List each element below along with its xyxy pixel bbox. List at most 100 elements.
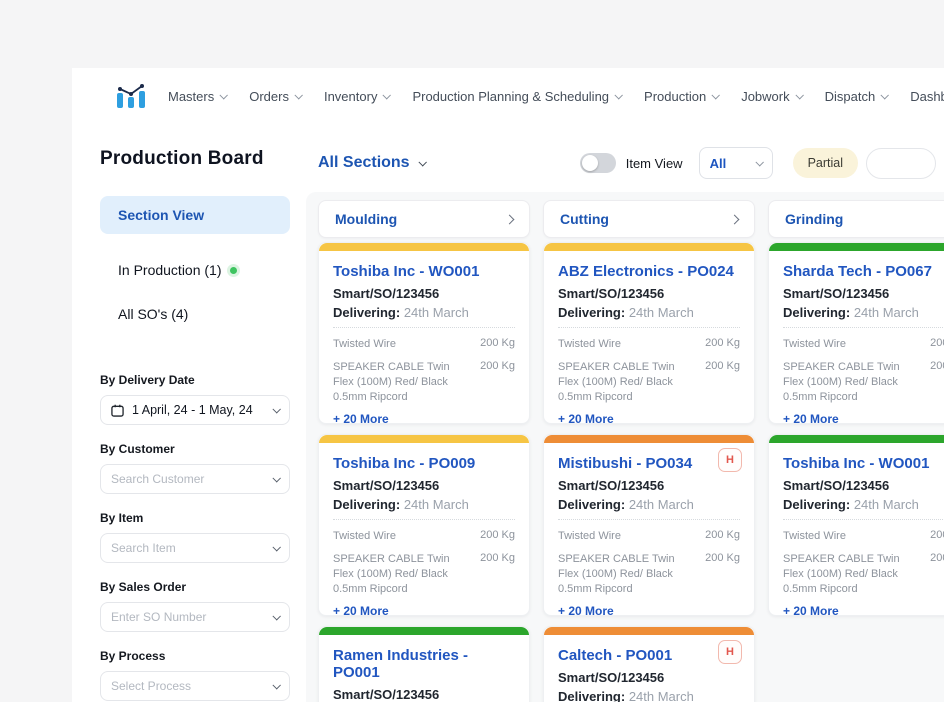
card-item-row: SPEAKER CABLE Twin Flex (100M) Red/ Blac… <box>558 360 740 405</box>
more-items-link[interactable]: + 20 More <box>558 412 614 424</box>
more-items-link[interactable]: + 20 More <box>333 412 389 424</box>
chevron-down-icon <box>272 681 281 690</box>
card-title[interactable]: Toshiba Inc - PO009 <box>333 455 476 472</box>
nav-item-dispatch[interactable]: Dispatch <box>825 89 890 104</box>
nav-item-inventory[interactable]: Inventory <box>324 89 392 104</box>
card-body: Toshiba Inc - WO001 Smart/SO/123456 Deli… <box>769 443 944 616</box>
column-title: Grinding <box>785 211 844 227</box>
section-selector[interactable]: All Sections <box>318 154 427 172</box>
sidebar-filters: By Delivery Date 1 April, 24 - 1 May, 24… <box>100 373 290 702</box>
item-qty: 200 Kg <box>480 551 515 564</box>
item-search-input[interactable] <box>111 541 265 555</box>
process-select[interactable] <box>100 671 290 701</box>
divider <box>783 519 944 520</box>
delivering-value: 24th March <box>628 497 694 512</box>
view-filter-value: All <box>709 155 727 171</box>
card-title[interactable]: Ramen Industries - PO001 <box>333 647 469 681</box>
divider <box>333 519 515 520</box>
item-qty: 200 Kg <box>930 551 944 564</box>
chevron-down-icon <box>711 91 721 100</box>
nav-item-jobwork[interactable]: Jobwork <box>741 89 804 104</box>
filter-customer: By Customer <box>100 442 290 494</box>
filter-label: By Process <box>100 649 166 663</box>
sidebar-item-section-view[interactable]: Section View <box>100 196 290 234</box>
item-qty: 200 Kg <box>930 337 944 349</box>
card-body: ABZ Electronics - PO024 Smart/SO/123456 … <box>544 251 754 424</box>
delivering-value: 24th March <box>403 305 469 320</box>
item-qty: 200 Kg <box>930 529 944 541</box>
more-items-link[interactable]: + 20 More <box>333 604 389 616</box>
work-order-card[interactable]: Toshiba Inc - WO001 Smart/SO/123456 Deli… <box>318 242 530 424</box>
card-item-row: SPEAKER CABLE Twin Flex (100M) Red/ Blac… <box>333 360 515 405</box>
more-items-link[interactable]: + 20 More <box>783 412 839 424</box>
column-header[interactable]: Cutting <box>543 200 755 238</box>
item-qty: 200 Kg <box>705 551 740 564</box>
card-title[interactable]: ABZ Electronics - PO024 <box>558 263 734 280</box>
item-name: SPEAKER CABLE Twin Flex (100M) Red/ Blac… <box>783 360 900 403</box>
work-order-card[interactable]: H Caltech - PO001 Smart/SO/123456 Delive… <box>543 626 755 702</box>
card-item-row: SPEAKER CABLE Twin Flex (100M) Red/ Blac… <box>783 552 944 597</box>
item-name: Twisted Wire <box>558 338 621 350</box>
card-title[interactable]: Toshiba Inc - WO001 <box>333 263 480 280</box>
nav-item-production-planning[interactable]: Production Planning & Scheduling <box>412 89 623 104</box>
column-title: Cutting <box>560 211 609 227</box>
item-name: Twisted Wire <box>333 338 396 350</box>
card-item-row: Twisted Wire 200 Kg <box>558 529 740 544</box>
sidebar-item-all-sos[interactable]: All SO's (4) <box>100 306 290 322</box>
card-status-bar <box>769 243 944 251</box>
item-qty: 200 Kg <box>930 359 944 372</box>
delivering-label: Delivering: <box>333 305 401 320</box>
partial-button[interactable]: Partial <box>792 148 858 178</box>
more-items-link[interactable]: + 20 More <box>783 604 839 616</box>
card-item-row: Twisted Wire 200 Kg <box>333 529 515 544</box>
chevron-down-icon <box>294 91 303 100</box>
card-body: Mistibushi - PO034 Smart/SO/123456 Deliv… <box>544 443 754 616</box>
item-select[interactable] <box>100 533 290 563</box>
nav-item-masters[interactable]: Masters <box>168 89 229 104</box>
filter-item: By Item <box>100 511 290 563</box>
column-header[interactable]: Moulding <box>318 200 530 238</box>
delivery-date-picker[interactable]: 1 April, 24 - 1 May, 24 <box>100 395 290 425</box>
card-title[interactable]: Caltech - PO001 <box>558 647 673 664</box>
chevron-right-icon <box>729 214 740 224</box>
work-order-card[interactable]: Toshiba Inc - PO009 Smart/SO/123456 Deli… <box>318 434 530 616</box>
card-delivery: Delivering: 24th March <box>783 497 944 512</box>
card-so-number: Smart/SO/123456 <box>558 286 665 301</box>
item-view-toggle[interactable] <box>579 153 616 173</box>
filter-label: By Delivery Date <box>100 373 195 387</box>
card-title[interactable]: Sharda Tech - PO067 <box>783 263 932 280</box>
work-order-card[interactable]: Toshiba Inc - WO001 Smart/SO/123456 Deli… <box>768 434 944 616</box>
work-order-card[interactable]: H Mistibushi - PO034 Smart/SO/123456 Del… <box>543 434 755 616</box>
delivering-value: 24th March <box>853 305 919 320</box>
sidebar-item-in-production[interactable]: In Production (1) <box>100 262 290 278</box>
work-order-card[interactable]: Sharda Tech - PO067 Smart/SO/123456 Deli… <box>768 242 944 424</box>
card-item-row: Twisted Wire 200 Kg <box>783 529 944 544</box>
work-order-card[interactable]: Ramen Industries - PO001 Smart/SO/123456… <box>318 626 530 702</box>
card-status-bar <box>319 435 529 443</box>
work-order-card[interactable]: ABZ Electronics - PO024 Smart/SO/123456 … <box>543 242 755 424</box>
column-header[interactable]: Grinding <box>768 200 944 238</box>
sales-order-select[interactable] <box>100 602 290 632</box>
customer-search-input[interactable] <box>111 472 265 486</box>
more-items-link[interactable]: + 20 More <box>558 604 614 616</box>
nav-item-dashboards[interactable]: Dashboards <box>910 89 944 104</box>
delivering-label: Delivering: <box>333 497 401 512</box>
column-title: Moulding <box>335 211 398 227</box>
view-filter-select[interactable]: All <box>698 147 773 179</box>
chevron-down-icon <box>382 91 392 100</box>
card-title[interactable]: Mistibushi - PO034 <box>558 455 693 472</box>
card-title[interactable]: Toshiba Inc - WO001 <box>783 455 930 472</box>
all-sos-label: All SO's (4) <box>118 306 189 322</box>
cutoff-pill-button[interactable] <box>866 147 936 179</box>
card-delivery: Delivering: 24th March <box>333 497 515 512</box>
customer-select[interactable] <box>100 464 290 494</box>
nav-item-orders[interactable]: Orders <box>249 89 303 104</box>
process-select-input[interactable] <box>111 679 265 693</box>
card-status-bar <box>544 243 754 251</box>
filter-label: By Customer <box>100 442 175 456</box>
nav-item-production[interactable]: Production <box>644 89 721 104</box>
card-so-number: Smart/SO/123456 <box>333 478 440 493</box>
in-production-label: In Production (1) <box>118 262 222 278</box>
item-qty: 200 Kg <box>480 529 515 541</box>
so-number-input[interactable] <box>111 610 265 624</box>
